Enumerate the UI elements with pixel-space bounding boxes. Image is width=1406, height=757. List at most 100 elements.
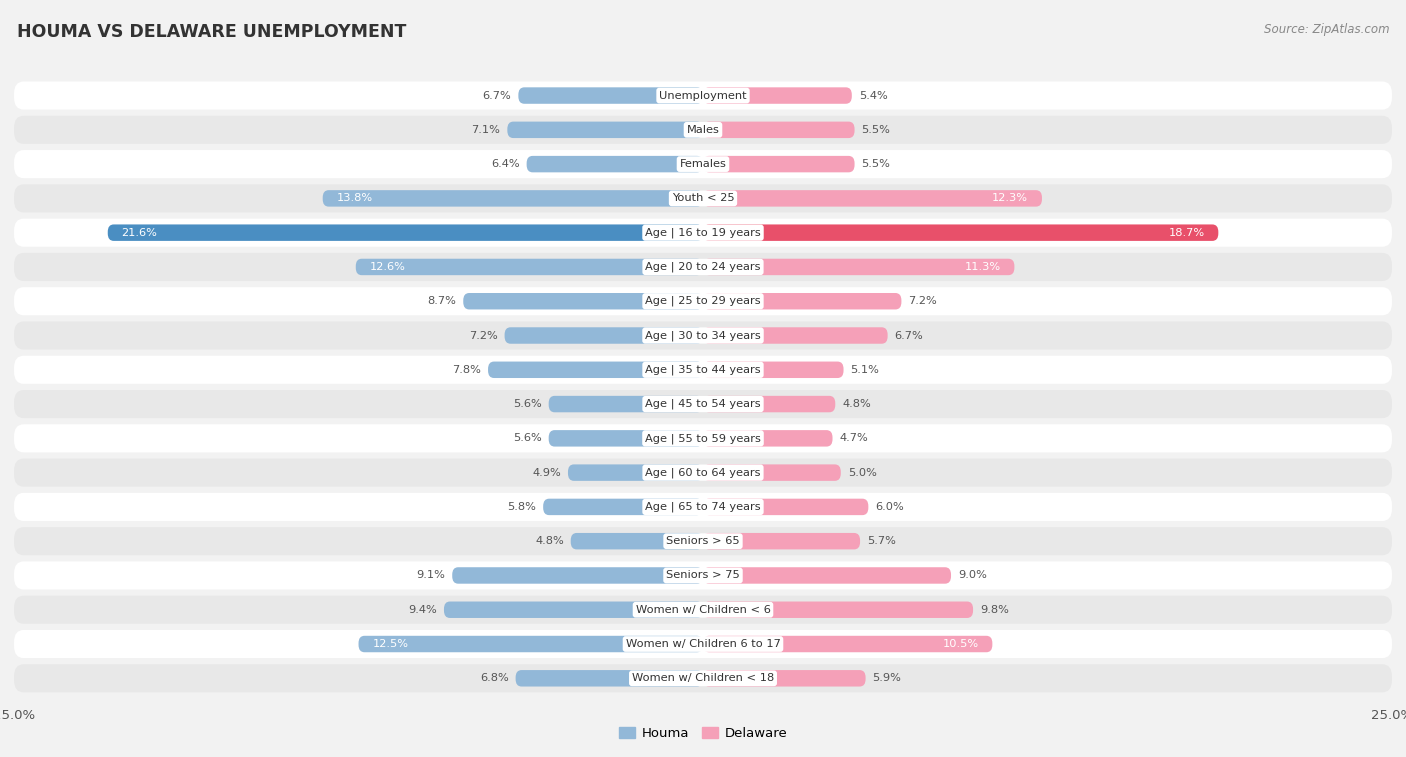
Text: Unemployment: Unemployment [659, 91, 747, 101]
Text: 6.8%: 6.8% [479, 673, 509, 684]
Text: Youth < 25: Youth < 25 [672, 193, 734, 204]
FancyBboxPatch shape [508, 122, 703, 138]
FancyBboxPatch shape [703, 190, 1042, 207]
FancyBboxPatch shape [568, 464, 703, 481]
Text: 13.8%: 13.8% [336, 193, 373, 204]
Text: Source: ZipAtlas.com: Source: ZipAtlas.com [1264, 23, 1389, 36]
FancyBboxPatch shape [356, 259, 703, 276]
Text: Age | 35 to 44 years: Age | 35 to 44 years [645, 365, 761, 375]
FancyBboxPatch shape [14, 253, 1392, 281]
Text: Women w/ Children 6 to 17: Women w/ Children 6 to 17 [626, 639, 780, 649]
FancyBboxPatch shape [14, 185, 1392, 213]
Text: 12.3%: 12.3% [993, 193, 1028, 204]
Text: 6.0%: 6.0% [875, 502, 904, 512]
Text: 9.1%: 9.1% [416, 571, 446, 581]
Text: 12.6%: 12.6% [370, 262, 405, 272]
Text: 6.7%: 6.7% [482, 91, 512, 101]
Text: 5.0%: 5.0% [848, 468, 876, 478]
FancyBboxPatch shape [703, 430, 832, 447]
Text: 7.8%: 7.8% [453, 365, 481, 375]
Text: Males: Males [686, 125, 720, 135]
FancyBboxPatch shape [505, 327, 703, 344]
Text: 5.5%: 5.5% [862, 159, 890, 169]
Text: 5.6%: 5.6% [513, 433, 541, 444]
Text: 7.2%: 7.2% [908, 296, 936, 307]
FancyBboxPatch shape [14, 390, 1392, 418]
FancyBboxPatch shape [14, 424, 1392, 453]
Text: Age | 20 to 24 years: Age | 20 to 24 years [645, 262, 761, 273]
Text: 5.7%: 5.7% [868, 536, 896, 547]
FancyBboxPatch shape [359, 636, 703, 653]
Text: Age | 16 to 19 years: Age | 16 to 19 years [645, 227, 761, 238]
Text: 7.2%: 7.2% [470, 331, 498, 341]
FancyBboxPatch shape [519, 87, 703, 104]
Text: Seniors > 65: Seniors > 65 [666, 536, 740, 547]
FancyBboxPatch shape [14, 527, 1392, 555]
FancyBboxPatch shape [703, 396, 835, 413]
Text: 6.7%: 6.7% [894, 331, 924, 341]
FancyBboxPatch shape [703, 293, 901, 310]
FancyBboxPatch shape [14, 562, 1392, 590]
FancyBboxPatch shape [703, 567, 950, 584]
FancyBboxPatch shape [703, 224, 1219, 241]
Text: Age | 65 to 74 years: Age | 65 to 74 years [645, 502, 761, 512]
FancyBboxPatch shape [703, 499, 869, 515]
FancyBboxPatch shape [703, 122, 855, 138]
Text: Age | 45 to 54 years: Age | 45 to 54 years [645, 399, 761, 410]
FancyBboxPatch shape [703, 327, 887, 344]
Text: 10.5%: 10.5% [942, 639, 979, 649]
FancyBboxPatch shape [703, 362, 844, 378]
FancyBboxPatch shape [453, 567, 703, 584]
Text: 5.4%: 5.4% [859, 91, 887, 101]
Text: 21.6%: 21.6% [121, 228, 157, 238]
Text: 8.7%: 8.7% [427, 296, 457, 307]
FancyBboxPatch shape [703, 636, 993, 653]
Text: 7.1%: 7.1% [471, 125, 501, 135]
FancyBboxPatch shape [14, 630, 1392, 658]
FancyBboxPatch shape [323, 190, 703, 207]
FancyBboxPatch shape [703, 533, 860, 550]
FancyBboxPatch shape [14, 150, 1392, 178]
Text: Age | 60 to 64 years: Age | 60 to 64 years [645, 467, 761, 478]
FancyBboxPatch shape [548, 430, 703, 447]
FancyBboxPatch shape [444, 602, 703, 618]
Text: Females: Females [679, 159, 727, 169]
Text: 5.6%: 5.6% [513, 399, 541, 409]
FancyBboxPatch shape [14, 322, 1392, 350]
FancyBboxPatch shape [14, 459, 1392, 487]
Text: Age | 25 to 29 years: Age | 25 to 29 years [645, 296, 761, 307]
FancyBboxPatch shape [571, 533, 703, 550]
FancyBboxPatch shape [516, 670, 703, 687]
Text: 9.4%: 9.4% [408, 605, 437, 615]
Text: Seniors > 75: Seniors > 75 [666, 571, 740, 581]
Text: Age | 55 to 59 years: Age | 55 to 59 years [645, 433, 761, 444]
FancyBboxPatch shape [488, 362, 703, 378]
FancyBboxPatch shape [463, 293, 703, 310]
FancyBboxPatch shape [14, 82, 1392, 110]
FancyBboxPatch shape [703, 259, 1014, 276]
Text: HOUMA VS DELAWARE UNEMPLOYMENT: HOUMA VS DELAWARE UNEMPLOYMENT [17, 23, 406, 41]
FancyBboxPatch shape [14, 287, 1392, 315]
Text: Age | 30 to 34 years: Age | 30 to 34 years [645, 330, 761, 341]
Text: 9.0%: 9.0% [957, 571, 987, 581]
FancyBboxPatch shape [14, 493, 1392, 521]
Text: 18.7%: 18.7% [1168, 228, 1205, 238]
Text: Women w/ Children < 18: Women w/ Children < 18 [631, 673, 775, 684]
FancyBboxPatch shape [14, 356, 1392, 384]
FancyBboxPatch shape [703, 602, 973, 618]
FancyBboxPatch shape [703, 670, 866, 687]
Text: 5.5%: 5.5% [862, 125, 890, 135]
Text: 6.4%: 6.4% [491, 159, 520, 169]
FancyBboxPatch shape [14, 664, 1392, 693]
Text: 4.7%: 4.7% [839, 433, 868, 444]
Text: 4.9%: 4.9% [533, 468, 561, 478]
FancyBboxPatch shape [108, 224, 703, 241]
FancyBboxPatch shape [14, 219, 1392, 247]
FancyBboxPatch shape [543, 499, 703, 515]
Text: 4.8%: 4.8% [842, 399, 870, 409]
FancyBboxPatch shape [703, 464, 841, 481]
FancyBboxPatch shape [527, 156, 703, 173]
FancyBboxPatch shape [703, 87, 852, 104]
Legend: Houma, Delaware: Houma, Delaware [613, 721, 793, 745]
Text: 5.1%: 5.1% [851, 365, 879, 375]
